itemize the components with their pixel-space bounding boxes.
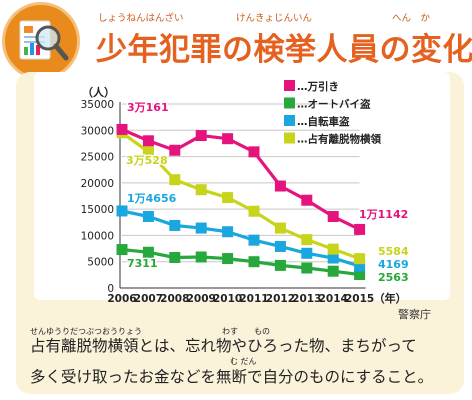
y-tick-label: 0: [107, 283, 114, 295]
data-point: [142, 211, 154, 223]
title-ruby-shounen-hanzai: しょうねんはんざい: [98, 13, 184, 24]
data-point: [222, 133, 234, 145]
description-line-1: 占有離脱物横領とは、忘れ物やひろった物、まちがって: [30, 337, 417, 355]
y-tick-label: 30000: [81, 125, 114, 137]
x-tick-label: 2012: [266, 293, 295, 305]
ruby-senyuu: せんゆうりだつぶつおうりょう: [30, 327, 142, 336]
y-axis-unit-label: （人）: [82, 85, 115, 99]
data-point: [116, 123, 128, 135]
data-point: [354, 223, 366, 235]
data-point: [195, 222, 207, 234]
data-point: [274, 259, 286, 271]
x-tick-label: 2008: [160, 293, 189, 305]
data-point: [274, 240, 286, 252]
legend-swatch: [284, 115, 295, 126]
data-point: [169, 144, 181, 156]
page-title: 少年犯罪の検挙人員の変化: [96, 32, 472, 68]
data-point: [169, 219, 181, 231]
title-ruby-kenkyo-jinin: けんきょじんいん: [236, 13, 313, 24]
data-point: [354, 253, 366, 265]
legend-label: …占有離脱物横領: [297, 133, 381, 146]
ruby-mudan: む だん: [230, 357, 257, 366]
magnifier-chart-icon: [2, 2, 80, 80]
data-label: 2563: [378, 271, 409, 284]
data-label: 5584: [378, 245, 409, 258]
data-point: [327, 211, 339, 223]
x-tick-label: 2010: [213, 293, 242, 305]
data-point: [142, 146, 154, 158]
data-point: [274, 222, 286, 234]
data-label: 4169: [378, 258, 409, 271]
data-label: 1万1142: [359, 208, 408, 221]
data-point: [222, 226, 234, 238]
data-point: [116, 244, 128, 256]
source-label: 警察庁: [398, 308, 431, 321]
title-area: しょうねんはんざい けんきょじんいん へん か 少年犯罪の検挙人員の変化: [0, 0, 472, 80]
legend-label: …自転車盗: [297, 115, 350, 128]
x-tick-label: 2013: [292, 293, 321, 305]
ruby-wasure: わす: [222, 327, 238, 336]
data-label: 1万4656: [127, 192, 177, 205]
data-point: [222, 192, 234, 204]
data-point: [195, 251, 207, 263]
data-label: 3万161: [127, 101, 169, 114]
legend-label: …オートバイ盗: [297, 98, 371, 111]
data-point: [327, 265, 339, 277]
data-point: [354, 269, 366, 281]
y-tick-label: 25000: [81, 152, 114, 164]
x-axis-unit-label: （年）: [374, 291, 407, 305]
data-point: [142, 246, 154, 258]
x-tick-label: 2011: [239, 293, 268, 305]
x-tick-label: 2006: [107, 293, 136, 305]
y-tick-label: 35000: [81, 99, 114, 111]
data-point: [169, 252, 181, 264]
data-point: [301, 234, 313, 246]
series-line-1: [121, 247, 360, 277]
y-tick-label: 15000: [81, 204, 114, 216]
data-point: [301, 262, 313, 274]
legend-label: …万引き: [297, 80, 339, 93]
data-point: [142, 135, 154, 147]
data-point: [301, 247, 313, 259]
data-point: [195, 130, 207, 142]
x-tick-label: 2014: [319, 293, 348, 305]
data-point: [248, 146, 260, 158]
x-tick-label: 2007: [134, 293, 163, 305]
data-point: [274, 180, 286, 192]
data-point: [248, 205, 260, 217]
series-line-0: [121, 127, 361, 231]
data-point: [248, 256, 260, 268]
data-point: [195, 184, 207, 196]
y-tick-label: 5000: [87, 257, 114, 269]
legend-swatch: [284, 97, 295, 109]
data-label: 7311: [127, 257, 158, 270]
y-tick-label: 20000: [81, 178, 114, 190]
data-point: [327, 252, 339, 264]
x-tick-label: 2015: [345, 293, 374, 305]
series-line-3: [121, 131, 361, 261]
data-point: [301, 194, 313, 206]
ruby-mono: もの: [254, 327, 270, 336]
legend-swatch: [284, 132, 295, 144]
y-tick-label: 10000: [81, 230, 114, 242]
description-line-2: 多く受け取ったお金などを無断で自分のものにすること。: [30, 368, 434, 386]
data-point: [116, 205, 128, 217]
data-point: [354, 260, 366, 272]
data-point: [169, 174, 181, 186]
series-line-2: [121, 209, 361, 268]
data-point: [222, 253, 234, 265]
data-point: [248, 234, 260, 246]
data-label: 3万528: [126, 154, 168, 167]
data-point: [327, 243, 339, 255]
legend-swatch: [284, 80, 295, 91]
title-ruby-henka: へん か: [392, 13, 431, 24]
x-tick-label: 2009: [187, 293, 216, 305]
